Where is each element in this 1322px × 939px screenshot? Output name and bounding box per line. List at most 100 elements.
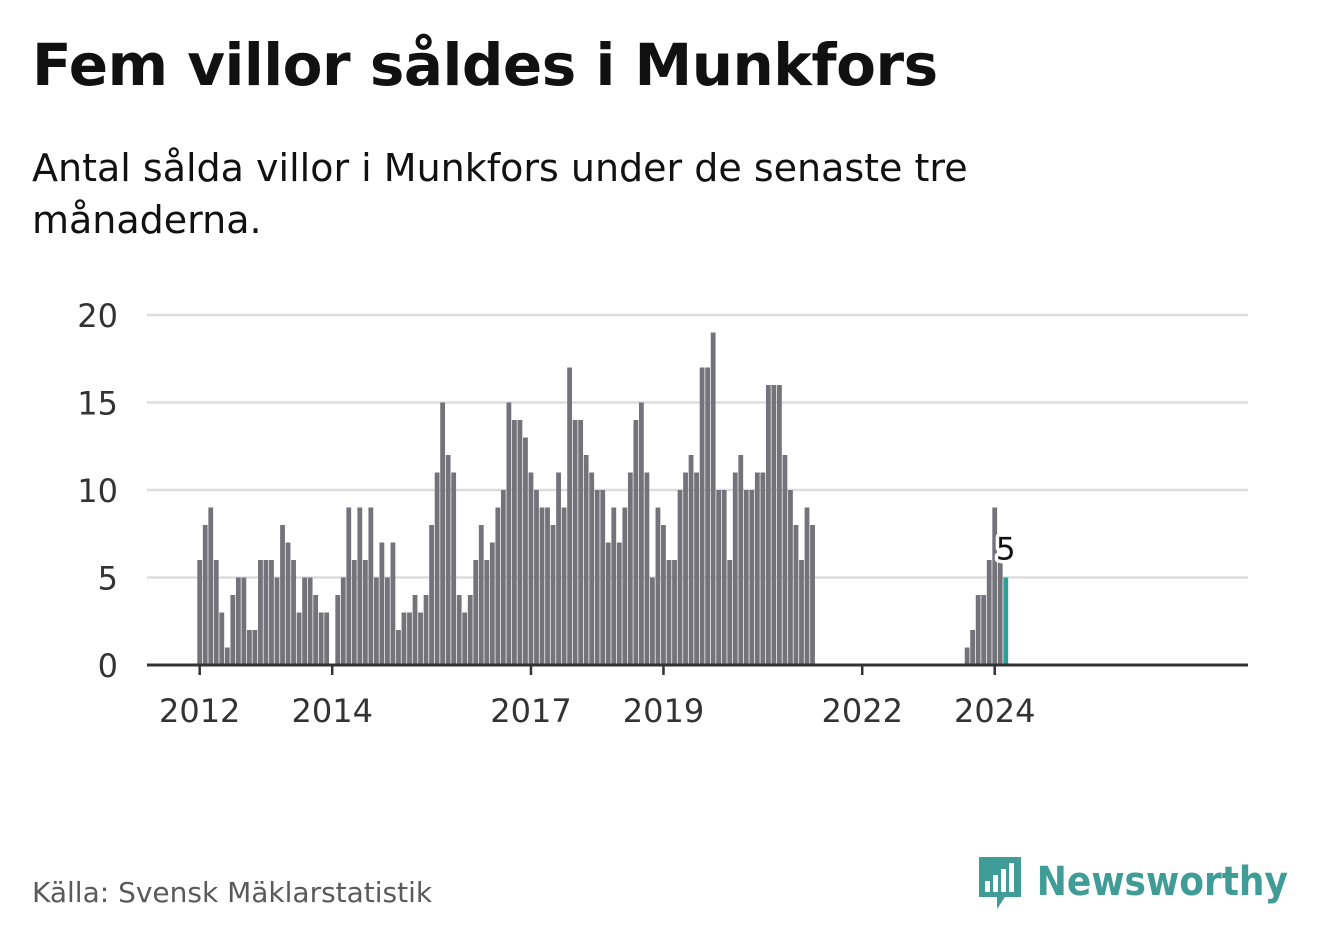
bar — [291, 560, 296, 665]
y-tick-label: 20 — [77, 297, 118, 335]
x-axis: 2012 2014 2017 2019 2022 2024 — [147, 663, 1248, 730]
bar — [633, 420, 639, 665]
bar — [456, 595, 462, 665]
bar — [451, 472, 457, 665]
bar — [655, 507, 661, 665]
bar — [749, 490, 755, 665]
bar — [340, 577, 346, 665]
x-tick-label: 2019 — [623, 692, 704, 730]
bar — [523, 437, 528, 665]
annotations: 5 — [992, 528, 1019, 571]
bar — [390, 542, 396, 665]
newsworthy-logo-icon — [978, 857, 1021, 909]
bar — [627, 472, 633, 665]
bar — [688, 455, 694, 665]
bar — [699, 367, 705, 665]
bar — [373, 577, 379, 665]
bar — [727, 560, 733, 665]
bar — [396, 630, 401, 665]
bar — [721, 490, 727, 665]
bar — [567, 367, 573, 665]
bar — [418, 612, 423, 665]
bar-chart: 0 5 10 15 20 2012 2014 2017 2019 2022 2024 5 — [77, 297, 1248, 730]
bars — [197, 332, 1009, 665]
bar — [512, 420, 517, 665]
x-tick-label: 2017 — [490, 692, 571, 730]
bar — [335, 595, 341, 665]
bar — [202, 525, 208, 665]
bar — [611, 507, 617, 665]
bar — [782, 455, 788, 665]
bar — [440, 402, 446, 665]
bar — [992, 507, 998, 665]
bar — [208, 507, 214, 665]
y-tick-label: 0 — [98, 647, 118, 685]
bar — [793, 525, 799, 665]
bar — [462, 612, 468, 665]
bar — [583, 455, 589, 665]
bar — [677, 490, 683, 665]
bar — [263, 560, 269, 665]
bar — [473, 560, 479, 665]
bar — [368, 507, 374, 665]
chart-subtitle: Antal sålda villor i Munkfors under de s… — [32, 146, 968, 243]
bar — [799, 560, 804, 665]
bar — [423, 595, 429, 665]
bar — [379, 542, 385, 665]
chart-title: Fem villor såldes i Munkfors — [32, 31, 938, 99]
bar — [970, 630, 976, 665]
bar — [478, 525, 484, 665]
bar — [622, 507, 628, 665]
bar — [429, 525, 434, 665]
bar — [683, 472, 688, 665]
bar-highlight — [1003, 577, 1009, 665]
bar — [324, 612, 330, 665]
bar — [517, 420, 523, 665]
bar — [434, 472, 440, 665]
bar — [788, 490, 793, 665]
bar — [412, 595, 418, 665]
bar — [771, 385, 777, 665]
bar — [302, 577, 307, 665]
bar — [661, 525, 666, 665]
bar — [539, 507, 545, 665]
bar — [743, 490, 749, 665]
bar — [313, 595, 319, 665]
bar — [274, 577, 280, 665]
bar — [224, 647, 230, 665]
bar — [357, 507, 363, 665]
last-value-label: 5 — [996, 532, 1016, 568]
bar — [280, 525, 285, 665]
bar — [258, 560, 263, 665]
bar — [484, 560, 490, 665]
bar — [556, 472, 561, 665]
bar — [252, 630, 258, 665]
bar — [594, 490, 600, 665]
bar — [561, 507, 567, 665]
bar — [241, 577, 247, 665]
bar — [528, 472, 534, 665]
bar — [534, 490, 539, 665]
x-tick-label: 2012 — [159, 692, 240, 730]
bar — [467, 595, 473, 665]
bar — [269, 560, 274, 665]
bar — [495, 507, 501, 665]
bar — [716, 490, 722, 665]
bar — [732, 472, 738, 665]
bar — [550, 525, 556, 665]
bar — [804, 507, 810, 665]
bar — [765, 385, 771, 665]
bar — [235, 577, 241, 665]
x-tick-label: 2022 — [822, 692, 903, 730]
bar — [213, 560, 219, 665]
bar — [605, 542, 611, 665]
source-note: Källa: Svensk Mäklarstatistik — [32, 876, 433, 909]
bar — [230, 595, 236, 665]
bar — [981, 595, 987, 665]
bar — [572, 420, 578, 665]
bar — [506, 402, 512, 665]
bar — [246, 630, 252, 665]
bar — [986, 560, 992, 665]
bar — [672, 560, 677, 665]
bar — [346, 507, 352, 665]
